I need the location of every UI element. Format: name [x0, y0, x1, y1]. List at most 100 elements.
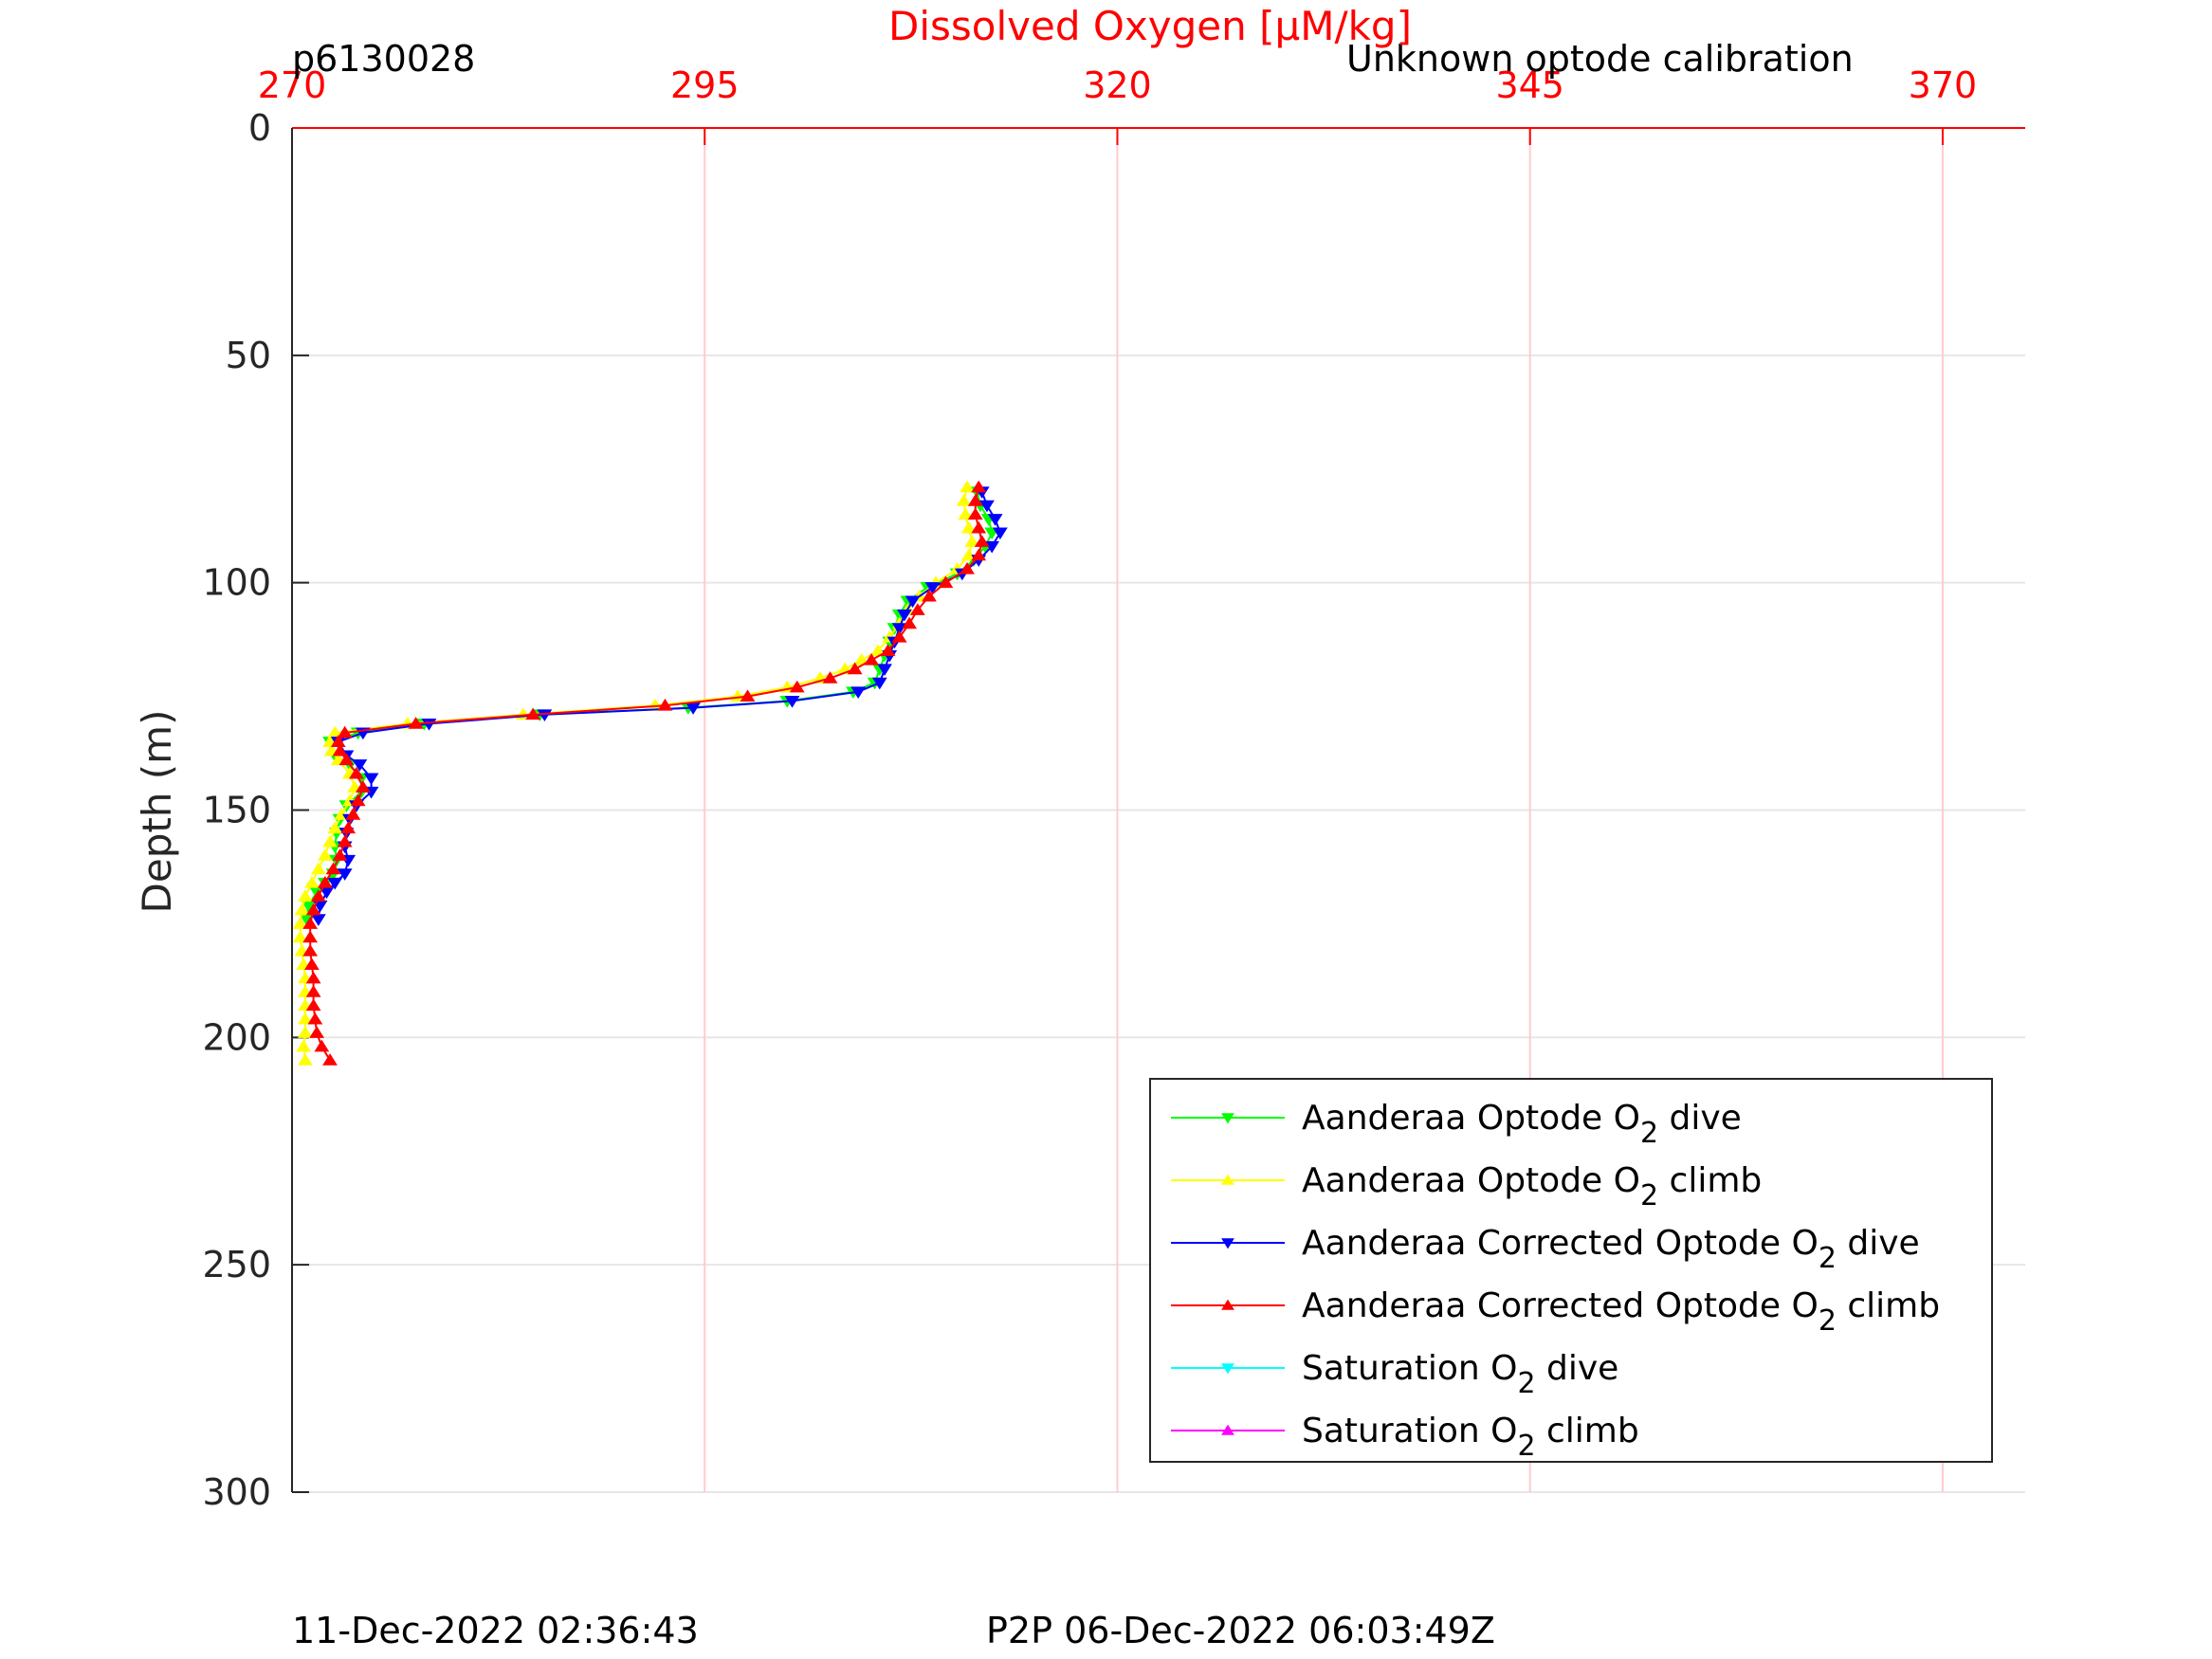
y-axis-label: Depth (m) [134, 710, 180, 914]
data-point [740, 689, 756, 702]
data-point [352, 759, 368, 772]
data-point [296, 1039, 312, 1052]
data-point [784, 695, 800, 708]
data-point [305, 998, 321, 1012]
data-point [327, 821, 343, 834]
data-point [992, 527, 1008, 540]
x-tick-label: 320 [1083, 64, 1152, 106]
data-point [294, 902, 310, 916]
x-tick-label: 295 [670, 64, 740, 106]
data-point [307, 1012, 323, 1025]
data-point [537, 709, 553, 722]
data-point [896, 609, 912, 622]
series-layer [292, 480, 1008, 1066]
data-point [984, 540, 1000, 554]
series-line [299, 486, 974, 1061]
data-point [902, 616, 918, 629]
data-point [337, 834, 353, 848]
data-point [332, 743, 348, 757]
data-point [964, 535, 980, 547]
data-point [864, 652, 879, 665]
data-point [309, 1026, 325, 1038]
data-point [971, 520, 987, 534]
legend-marker [1221, 1299, 1234, 1310]
footer-timestamp: 11-Dec-2022 02:36:43 [292, 1610, 699, 1651]
data-point [960, 562, 975, 574]
data-point [938, 575, 954, 589]
data-point [302, 930, 319, 943]
data-point [974, 535, 990, 547]
data-point [322, 1053, 338, 1066]
data-point [305, 985, 321, 997]
data-point [350, 793, 366, 807]
data-point [338, 753, 355, 766]
data-point [525, 707, 541, 720]
data-point [891, 629, 907, 643]
data-point [822, 671, 838, 684]
data-point [337, 868, 353, 881]
data-point [967, 494, 983, 506]
y-tick-label: 0 [248, 107, 271, 149]
data-point [292, 917, 308, 929]
data-point [960, 480, 975, 493]
legend-marker [1221, 1363, 1234, 1375]
data-point [891, 623, 907, 635]
x-tick-label: 370 [1909, 64, 1978, 106]
data-point [979, 500, 995, 513]
data-point [303, 957, 320, 970]
y-tick-label: 250 [202, 1244, 271, 1285]
data-point [303, 876, 320, 888]
data-point [325, 862, 341, 875]
data-point [355, 780, 371, 793]
data-point [332, 848, 348, 861]
data-point [871, 677, 887, 690]
data-point [345, 808, 361, 820]
legend-marker [1221, 1238, 1234, 1249]
data-point [960, 520, 977, 534]
data-point [363, 773, 379, 786]
data-point [305, 971, 321, 984]
data-point [330, 735, 346, 747]
y-tick-label: 200 [202, 1016, 271, 1058]
series-1 [292, 480, 980, 1066]
data-point [292, 930, 308, 943]
data-point [348, 766, 364, 779]
data-point [310, 862, 326, 875]
y-tick-label: 100 [202, 562, 271, 604]
data-point [298, 1026, 313, 1038]
data-point [880, 644, 896, 657]
data-point [877, 664, 892, 677]
data-point [298, 889, 313, 902]
axes-layer: 0 50 100 150 200 250 300 270 295 320 345 370 [202, 64, 2025, 1513]
data-point [298, 1053, 313, 1066]
series-line [309, 486, 983, 1061]
data-point [310, 889, 326, 902]
data-point [340, 821, 356, 834]
data-point [327, 877, 343, 890]
data-point [337, 725, 353, 738]
data-point [971, 548, 987, 561]
y-tick-label: 150 [202, 790, 271, 831]
data-point [960, 548, 977, 561]
data-point [987, 514, 1003, 526]
data-point [958, 507, 974, 520]
data-point [850, 686, 867, 700]
data-point [317, 848, 333, 861]
data-point [905, 595, 921, 609]
chart-title-right: Unknown optode calibration [1346, 38, 1854, 80]
chart-title-left: p6130028 [292, 38, 475, 80]
data-point [971, 480, 987, 493]
data-point [922, 589, 937, 602]
data-point [317, 876, 333, 888]
legend-marker [1221, 1424, 1234, 1435]
data-point [847, 662, 863, 675]
data-point [967, 507, 983, 520]
data-point [909, 603, 925, 615]
series-3 [302, 480, 990, 1066]
data-point [298, 1012, 313, 1025]
x-axis-label: Dissolved Oxygen [μM/kg] [888, 3, 1412, 49]
y-tick-label: 300 [202, 1471, 271, 1513]
legend-box [1149, 1078, 1993, 1463]
